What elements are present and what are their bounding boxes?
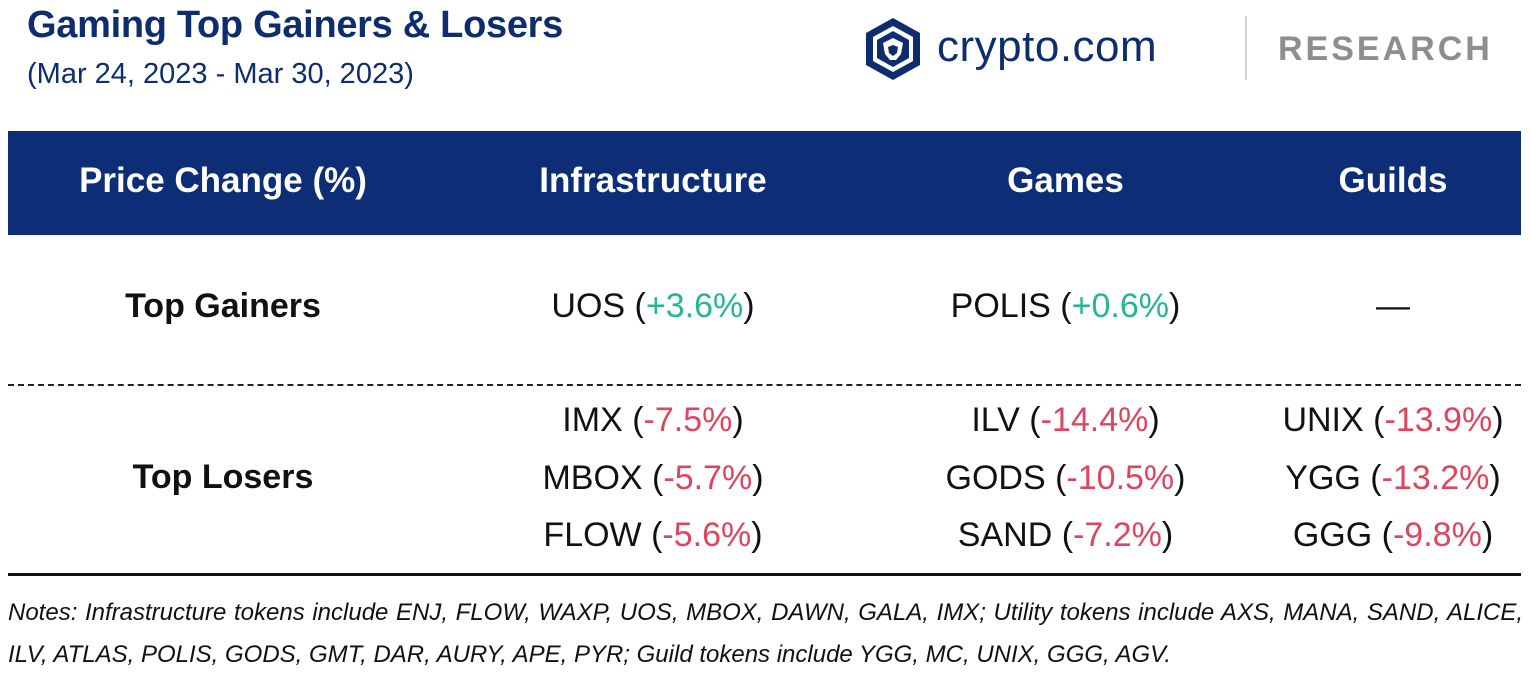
- loser-guilds-1: UNIX (-13.9%): [1282, 401, 1504, 439]
- footnotes: Notes: Infrastructure tokens include ENJ…: [8, 599, 1523, 668]
- token-name: UOS: [551, 287, 626, 325]
- token-name: FLOW: [543, 516, 642, 554]
- gainer-guilds: —: [1376, 287, 1410, 325]
- logo-divider: [1245, 16, 1247, 80]
- header-games: Games: [1007, 161, 1124, 200]
- loser-infrastructure-1: IMX (-7.5%): [562, 401, 744, 439]
- price-change: -7.5%: [643, 401, 733, 439]
- row-label-gainers: Top Gainers: [125, 287, 321, 325]
- price-change: +0.6%: [1071, 287, 1169, 325]
- token-name: ILV: [971, 401, 1020, 439]
- row-divider-dashed: [8, 384, 1521, 386]
- token-name: UNIX: [1282, 401, 1364, 439]
- loser-guilds-3: GGG (-9.8%): [1292, 516, 1494, 554]
- header-price-change: Price Change (%): [79, 161, 367, 200]
- token-name: IMX: [562, 401, 623, 439]
- price-change: -14.4%: [1040, 401, 1149, 439]
- date-range-subtitle: (Mar 24, 2023 - Mar 30, 2023): [27, 58, 414, 90]
- loser-games-1: ILV (-14.4%): [971, 401, 1160, 439]
- loser-guilds-2: YGG (-13.2%): [1285, 459, 1501, 497]
- token-name: YGG: [1285, 459, 1361, 497]
- table-bottom-rule: [8, 573, 1521, 576]
- price-change: -7.2%: [1073, 516, 1162, 554]
- gainer-infrastructure: UOS (+3.6%): [551, 287, 755, 325]
- token-name: GODS: [945, 459, 1046, 497]
- price-change: -13.2%: [1381, 459, 1490, 497]
- loser-games-2: GODS (-10.5%): [945, 459, 1186, 497]
- loser-games-3: SAND (-7.2%): [957, 516, 1174, 554]
- price-change: -10.5%: [1066, 459, 1175, 497]
- price-change: -13.9%: [1384, 401, 1493, 439]
- price-change: -9.8%: [1392, 516, 1482, 554]
- brand-name: crypto.com: [937, 22, 1158, 71]
- price-change: -5.7%: [663, 459, 753, 497]
- loser-infrastructure-3: FLOW (-5.6%): [543, 516, 763, 554]
- lion-shield-icon: [866, 18, 920, 80]
- page-title: Gaming Top Gainers & Losers: [27, 4, 563, 46]
- header-infrastructure: Infrastructure: [539, 161, 767, 200]
- row-label-losers: Top Losers: [132, 458, 314, 496]
- brand-logo: crypto.com RESEARCH: [863, 14, 1523, 84]
- token-name: GGG: [1292, 516, 1373, 554]
- token-name: MBOX: [542, 459, 643, 497]
- table-header: Price Change (%) Infrastructure Games Gu…: [8, 131, 1521, 235]
- price-change: +3.6%: [645, 287, 744, 325]
- loser-infrastructure-2: MBOX (-5.7%): [542, 459, 764, 497]
- gainer-games: POLIS (+0.6%): [950, 287, 1181, 325]
- token-name: POLIS: [950, 287, 1051, 325]
- price-change: -5.6%: [662, 516, 752, 554]
- token-name: SAND: [957, 516, 1053, 554]
- header-guilds: Guilds: [1338, 161, 1448, 200]
- brand-tagline: RESEARCH: [1278, 30, 1493, 68]
